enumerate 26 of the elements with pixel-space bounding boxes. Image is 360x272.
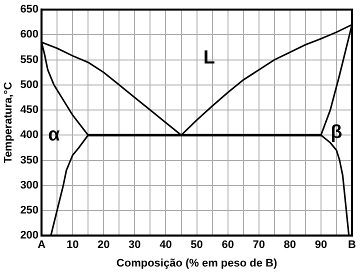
x-tick-label: 30	[128, 239, 141, 252]
x-tick-label: 40	[160, 239, 172, 252]
x-tick-label: B	[348, 239, 356, 252]
y-axis-title: Temperatura,°C	[2, 82, 15, 164]
annotation: β	[330, 122, 342, 144]
x-axis-title: Composição (% em peso de B)	[116, 257, 278, 270]
y-tick-label: 250	[20, 204, 39, 217]
x-tick-label: 50	[190, 239, 203, 252]
y-tick-label: 450	[20, 104, 39, 116]
y-tick-label: 350	[20, 154, 39, 166]
x-tick-label: 90	[314, 239, 328, 252]
annotation: α	[48, 124, 60, 146]
x-tick-label: 20	[98, 239, 110, 252]
x-tick-label: 70	[252, 239, 265, 252]
annotation: L	[203, 47, 216, 68]
y-tick-label: 300	[20, 179, 39, 192]
x-tick-label: 10	[66, 239, 79, 252]
y-tick-label: 650	[20, 4, 39, 16]
y-tick-label: 550	[20, 54, 39, 66]
x-tick-label: 80	[284, 239, 296, 252]
y-tick-label: 200	[20, 230, 39, 242]
x-tick-label: 60	[222, 239, 234, 252]
y-tick-label: 400	[20, 129, 39, 142]
y-tick-label: 600	[20, 28, 39, 41]
y-tick-label: 500	[20, 78, 39, 91]
x-tick-label: A	[38, 239, 46, 252]
